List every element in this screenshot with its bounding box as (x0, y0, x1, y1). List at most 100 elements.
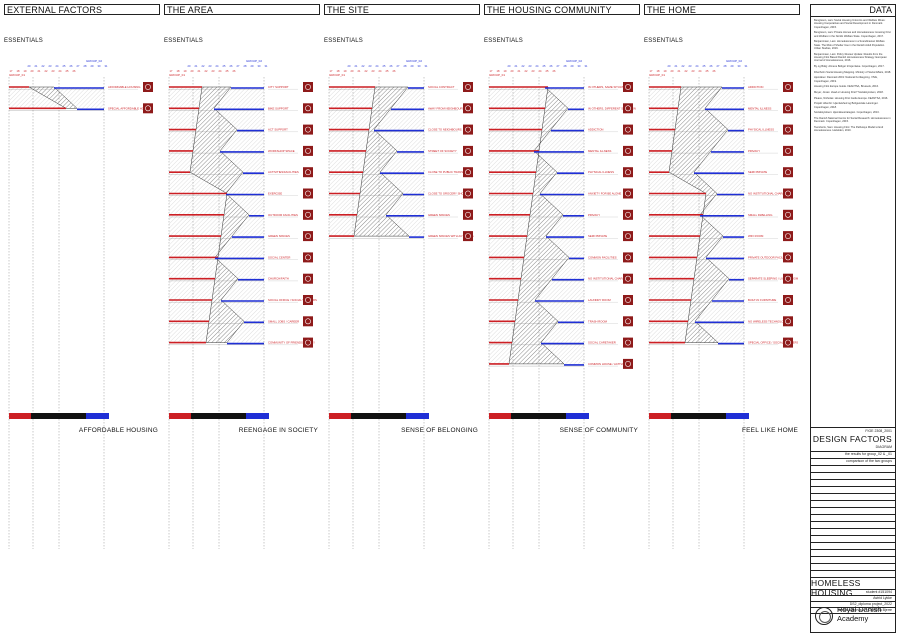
factor-icon (783, 103, 793, 114)
factor-icon-glyph (465, 105, 471, 112)
tick-bottom: 20 (671, 69, 674, 73)
tick-top: 28 (244, 64, 247, 68)
factor-icon (783, 316, 793, 327)
factor-icon (623, 295, 633, 305)
factor-label: WORKSHOP SPACE (268, 149, 295, 153)
reference-item: Bengtsson, Lars: Private Homes and Homel… (814, 31, 891, 38)
tick-top: 29 (251, 64, 254, 68)
factor-icon-glyph (145, 84, 151, 90)
factor-icon (303, 316, 313, 327)
tick-top: 30 (98, 64, 101, 68)
factor-icon (463, 82, 473, 92)
factor-label: SEMI PRIVATE (588, 234, 607, 238)
reference-item: Benjaminsen, Lars: Policy Review Update:… (814, 52, 887, 63)
factor-icon-glyph (625, 275, 631, 282)
tick-top: 22 (42, 64, 45, 68)
tick-bottom: 18 (17, 69, 20, 73)
factor-label: GREEN SPACES (268, 234, 290, 238)
tick-bottom: 24 (379, 69, 382, 73)
tick-top: 22 (202, 64, 205, 68)
factor-icon (783, 167, 793, 178)
factor-icon (463, 145, 473, 156)
tick-top: 21 (195, 64, 198, 68)
reference-item: Pleace, Nicholas: Housing First Guide Eu… (814, 96, 889, 100)
data-panel: DATA Bengtsson, Lars: Social Housing Uni… (810, 4, 896, 633)
tick-bottom: 26 (393, 69, 396, 73)
summary-bar (351, 413, 406, 419)
tick-bottom: 26 (233, 69, 236, 73)
factor-label: MENTAL ILLNESS (588, 149, 611, 153)
group-bottom-label: GROUP_01 (169, 73, 185, 77)
factor-label: AWAY FROM NEIGHBOURS (428, 106, 464, 110)
tick-top: 24 (56, 64, 59, 68)
supervisor-name: thesis supervisor · Christina Bjerre (838, 608, 893, 612)
tick-bottom: 22 (365, 69, 368, 73)
title-block-line (811, 589, 895, 590)
factor-label: SOCIAL CENTER (268, 255, 290, 259)
factor-icon-glyph (465, 211, 471, 218)
factor-icon (303, 231, 313, 242)
factor-icon-glyph (785, 339, 791, 346)
factor-icon-glyph (625, 254, 631, 261)
group-bottom-label: GROUP_01 (9, 73, 25, 77)
tick-bottom: 21 (198, 69, 201, 73)
title-block-line (811, 570, 895, 571)
factor-icon-glyph (305, 211, 311, 218)
tick-top: 23 (369, 64, 372, 68)
title-block-line (811, 549, 895, 550)
factor-label: SMALL JOBS / CAREER (268, 319, 299, 323)
factor-icon-glyph (625, 105, 631, 112)
profile-area (189, 86, 250, 343)
factor-icon (623, 273, 633, 284)
factor-label: CITY SUPPORT (268, 85, 289, 89)
data-title: DATA (869, 5, 892, 15)
factor-label: COMMUNITY OF FRIENDS / FAMILY (268, 341, 315, 345)
tick-top: 31 (585, 64, 588, 68)
references-list: Bengtsson, Lars: Social Housing Unicorns… (814, 19, 892, 135)
tick-top: 21 (35, 64, 38, 68)
factor-label: ACT SUPPORT (268, 128, 288, 132)
factor-icon-glyph (465, 190, 471, 197)
factor-icon (623, 188, 633, 199)
factor-label: BIKE SUPPORT (268, 106, 289, 110)
tick-top: 31 (265, 64, 268, 68)
factor-icon-glyph (305, 169, 311, 176)
summary-bar (329, 413, 351, 419)
reference-item: The Danish National Centre for Social Re… (814, 116, 891, 124)
tick-bottom: 26 (73, 69, 76, 73)
tick-bottom: 17 (490, 69, 493, 73)
tick-bottom: 19 (504, 69, 507, 73)
factor-icon-glyph (465, 169, 471, 176)
factor-icon (143, 82, 153, 92)
factor-label: COMMON FACILITIES (588, 255, 617, 259)
factor-icon (303, 103, 313, 114)
title-block-line (811, 500, 895, 501)
tick-top: 23 (209, 64, 212, 68)
factor-label: IN OTHERS, DIFFERENT SITUATION (588, 106, 636, 110)
tick-top: 20 (28, 64, 31, 68)
factor-label: ANXIETY FOR BE ALONE (588, 192, 621, 196)
tick-top: 21 (675, 64, 678, 68)
factor-icon (623, 103, 633, 114)
factor-label: GREEN SPACES (428, 213, 450, 217)
factor-label: STREET OF SOCIETY (428, 149, 457, 153)
factor-icon-glyph (785, 254, 791, 261)
factor-label: NO INSTITUTIONAL CHARACTER (588, 277, 632, 281)
factor-icon (463, 231, 473, 242)
factor-icon (783, 273, 793, 284)
factor-icon (783, 252, 793, 263)
factor-label: TRASH ROOM (588, 319, 608, 323)
tick-top: 28 (724, 64, 727, 68)
title-block-line (811, 542, 895, 543)
factor-label: PHYSICAL ILLNESS (588, 170, 614, 174)
factor-icon (303, 209, 313, 220)
factor-label: AFFORDABLE HOUSING (108, 85, 140, 89)
factor-icon-glyph (465, 84, 471, 90)
factor-icon (783, 145, 793, 156)
tick-top: 27 (77, 64, 80, 68)
factor-label: EXERCISE (268, 192, 282, 196)
title-block-line (811, 514, 895, 515)
factor-icon (783, 82, 793, 92)
tick-top: 29 (571, 64, 574, 68)
reference-item: Bengtsson, Lars: Social Housing Unicorns… (814, 19, 886, 29)
